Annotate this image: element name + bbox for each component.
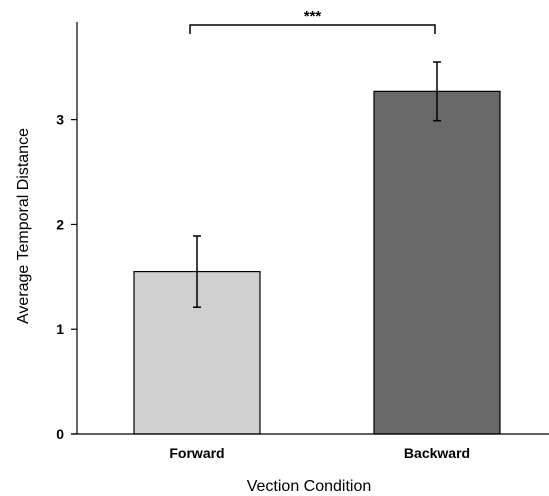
x-axis-title: Vection Condition [247, 478, 372, 495]
x-tick-label: Backward [404, 445, 470, 461]
error-bars-layer [193, 61, 441, 308]
significance-label: *** [304, 8, 322, 25]
y-tick-label: 3 [56, 112, 64, 128]
y-tick-label: 2 [56, 216, 64, 232]
x-tick-label: Forward [169, 445, 224, 461]
x-tick-labels-layer: Forward Backward [169, 445, 470, 461]
significance-bracket [189, 24, 436, 34]
bars-layer [133, 90, 501, 435]
bar-backward [373, 90, 501, 435]
y-ticks-layer: 0 1 2 3 [56, 112, 77, 442]
y-tick-label: 0 [56, 426, 64, 442]
error-bar-backward [433, 61, 441, 122]
error-bar-forward [193, 235, 201, 308]
y-tick-label: 1 [56, 321, 64, 337]
y-axis-title: Average Temporal Distance [15, 128, 32, 324]
